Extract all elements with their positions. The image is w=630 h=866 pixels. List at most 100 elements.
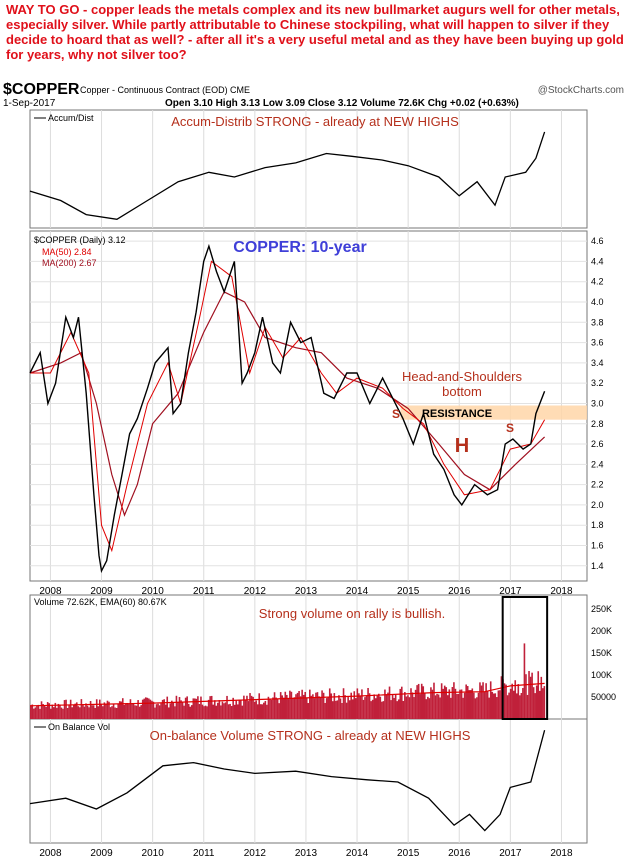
volume-bar [54, 702, 57, 719]
volume-bar [276, 698, 279, 719]
volume-bar [103, 702, 106, 719]
x-tick-label: 2017 [499, 848, 522, 859]
volume-bar [515, 693, 518, 719]
volume-bar [203, 706, 205, 719]
volume-bar [240, 700, 242, 719]
volume-bar [465, 684, 467, 719]
volume-bar [387, 692, 389, 719]
volume-bar [344, 695, 346, 719]
x-tick-label: 2013 [295, 586, 318, 597]
volume-tick-label: 250K [591, 604, 612, 614]
volume-bars [30, 643, 546, 719]
volume-bar [284, 691, 287, 719]
volume-bar [494, 693, 497, 719]
volume-bar [118, 701, 121, 719]
price-tick-label: 4.0 [591, 297, 604, 307]
x-axis-lower: 2008 2009 2010 2011 2012 2013 2014 2015 2016 2017… [39, 848, 573, 859]
resistance-band [400, 405, 587, 420]
volume-tick-label: 200K [591, 626, 612, 636]
volume-bar [508, 692, 510, 719]
volume-bar [30, 705, 32, 719]
volume-bar [72, 704, 75, 719]
volume-bar [535, 685, 538, 719]
volume-bar [138, 706, 141, 719]
volume-bar [45, 706, 47, 719]
volume-bar [457, 693, 460, 719]
volume-bar [131, 703, 133, 719]
volume-bar [332, 701, 334, 719]
volume-bar [149, 699, 152, 719]
volume-bar [312, 694, 314, 719]
volume-bar [328, 688, 331, 719]
volume-bar [184, 697, 187, 719]
volume-bar [181, 701, 184, 719]
volume-bar [146, 697, 149, 719]
volume-bar [253, 701, 256, 719]
volume-bar [425, 699, 428, 719]
volume-bar [134, 705, 136, 719]
volume-bar [427, 696, 429, 719]
volume-bar [200, 696, 202, 719]
volume-bar [333, 693, 336, 719]
volume-bar [310, 695, 313, 719]
volume-bar [370, 701, 372, 719]
volume-bar [163, 699, 165, 719]
volume-bar [512, 690, 515, 719]
volume-bar [336, 700, 339, 719]
volume-bar [92, 705, 95, 719]
volume-bar [335, 700, 337, 719]
volume-bar [445, 687, 448, 719]
volume-bar [351, 699, 354, 719]
volume-bar [252, 696, 254, 719]
volume-bar [154, 707, 156, 719]
volume-bar [293, 697, 296, 719]
volume-bar [206, 706, 208, 719]
volume-bar [315, 692, 317, 719]
x-axis-upper: 2008 2009 2010 2011 2012 2013 2014 2015 2016 2017… [39, 586, 573, 597]
volume-bar [466, 686, 469, 719]
volume-bar [195, 698, 198, 719]
price-tick-label: 4.6 [591, 236, 604, 246]
volume-bar [56, 707, 58, 719]
x-tick-label: 2016 [448, 586, 471, 597]
x-tick-label: 2010 [142, 848, 165, 859]
volume-bar [489, 681, 492, 719]
price-tick-label: 1.4 [591, 561, 604, 571]
volume-bar [213, 700, 216, 719]
volume-bar [355, 698, 357, 719]
volume-tick-label: 50000 [591, 692, 616, 702]
volume-bar [416, 685, 418, 719]
volume-bar [477, 692, 480, 719]
volume-bar [278, 703, 280, 719]
volume-bar [531, 672, 533, 719]
volume-bar [246, 695, 248, 719]
volume-bar [143, 698, 146, 719]
volume-legend: Volume 72.62K, EMA(60) 80.67K [34, 597, 167, 607]
volume-bar [526, 694, 529, 719]
volume-bar [537, 671, 540, 719]
accum-annotation: Accum-Distrib STRONG - already at NEW HI… [171, 114, 459, 129]
volume-bar [359, 696, 362, 719]
volume-bar [161, 699, 164, 719]
volume-bar [319, 697, 322, 719]
volume-bar [273, 692, 276, 719]
volume-bar [111, 706, 113, 719]
x-tick-label: 2011 [193, 586, 215, 597]
volume-bar [194, 698, 196, 719]
volume-bar [423, 693, 426, 719]
volume-bar [522, 688, 524, 719]
volume-bar [243, 695, 245, 719]
volume-bar [132, 703, 135, 719]
accum-panel-frame [29, 109, 588, 229]
volume-bar [33, 708, 35, 719]
volume-bar [129, 699, 132, 719]
volume-bar [434, 695, 437, 719]
head-label: H [455, 435, 469, 457]
price-legend-ma50: MA(50) 2.84 [42, 247, 92, 257]
volume-bar [505, 684, 507, 719]
volume-bar [382, 701, 385, 719]
volume-axis: 50000 100K 150K 200K 250K [591, 604, 616, 702]
price-tick-label: 2.0 [591, 500, 604, 510]
volume-bar [456, 693, 458, 719]
volume-bar [299, 696, 302, 719]
